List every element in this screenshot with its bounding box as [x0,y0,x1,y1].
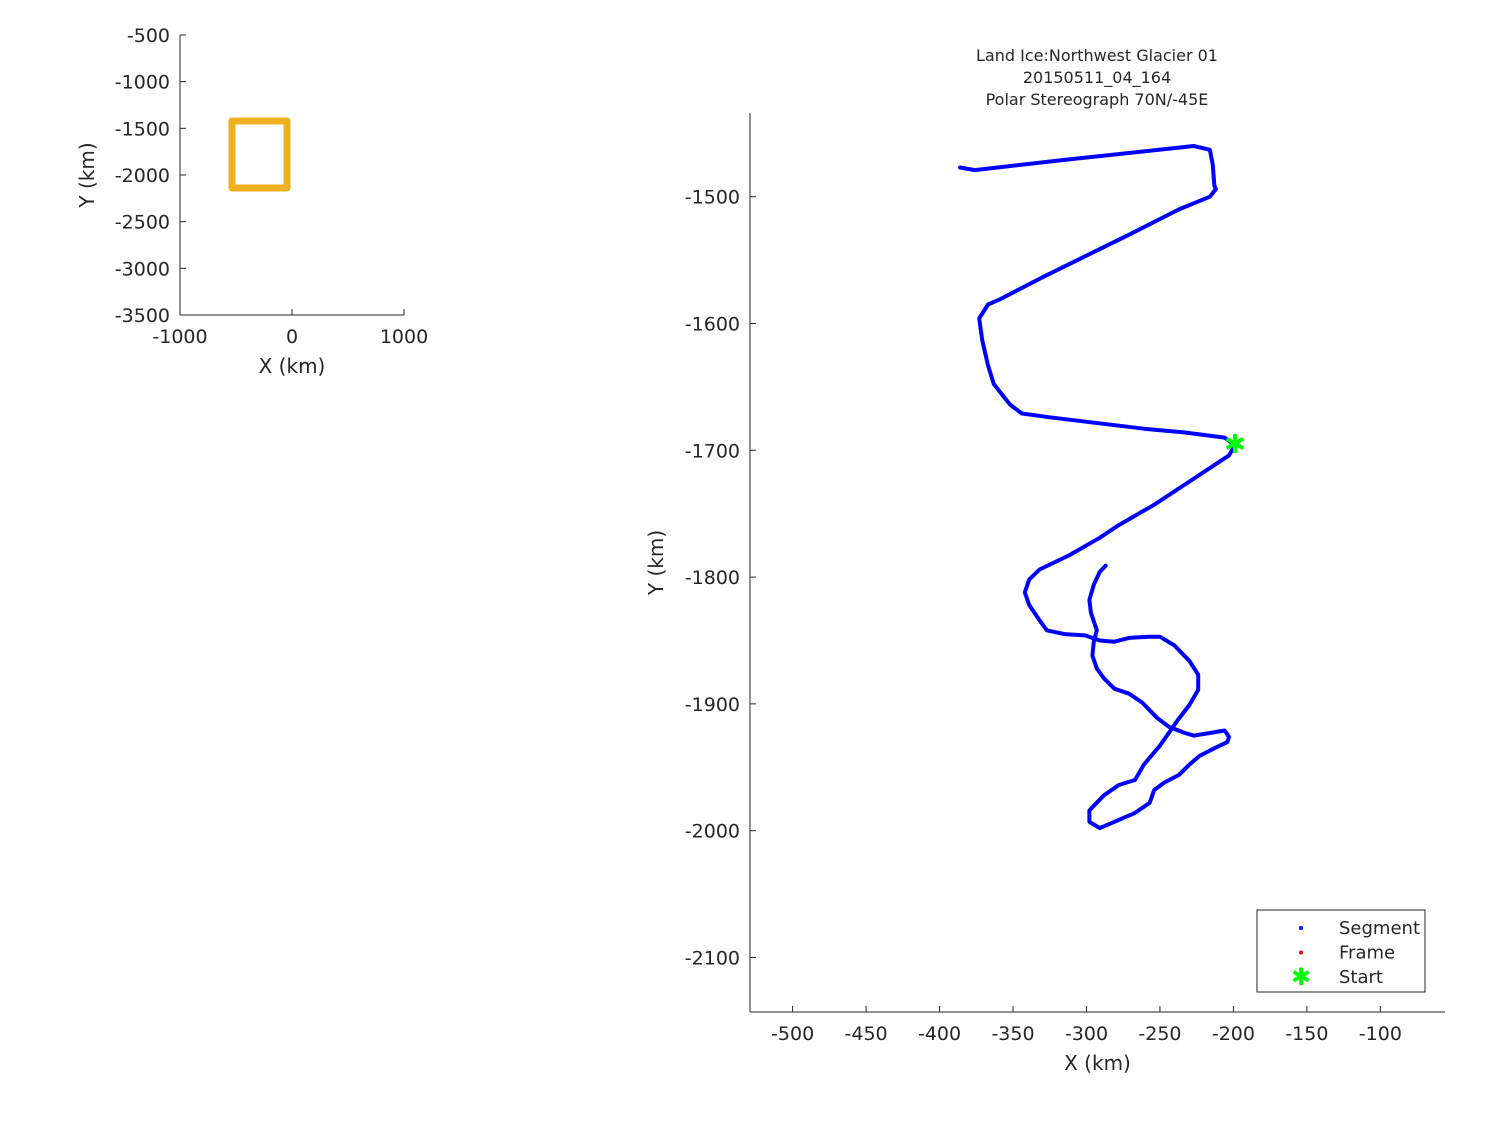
x-tick-label: -200 [1212,1023,1255,1045]
segment-track-line [958,144,1237,831]
y-tick-label: -500 [127,25,170,47]
y-tick-label: -2100 [685,947,740,969]
legend-marker-segment [1299,926,1303,930]
y-tick-label: -1700 [685,440,740,462]
x-tick-label: -150 [1285,1023,1328,1045]
bounding-box-line [228,117,291,192]
y-tick-label: -2000 [685,821,740,843]
x-tick-label: 0 [286,326,298,348]
x-tick-label: -450 [845,1023,888,1045]
legend-label: Frame [1339,943,1395,964]
legend-label: Segment [1339,918,1420,939]
x-tick-label: -400 [918,1023,961,1045]
y-tick-label: -2500 [115,212,170,234]
y-tick-label: -1500 [115,118,170,140]
chart-title-line: 20150511_04_164 [1023,68,1171,88]
legend-label: Start [1339,967,1383,988]
axes-1: -1000 0 1000 -500 -1000 -1500 -2000 -2500 -3000 -… [75,25,428,378]
legend-box [1256,909,1426,993]
x-tick-label: -500 [771,1023,814,1045]
x-tick-label: -250 [1138,1023,1181,1045]
x-tick-label: -350 [991,1023,1034,1045]
y-tick-label: -3000 [115,258,170,280]
axes-2: -500 -450 -400 -350 -300 -250 -200 -150 -100 -150… [644,46,1445,1075]
x-tick-label: -100 [1359,1023,1402,1045]
y-tick-label: -1900 [685,694,740,716]
x-axis-label: X (km) [259,354,326,378]
x-tick-label: -1000 [152,326,207,348]
y-tick-label: -1500 [685,187,740,209]
legend-marker-frame [1299,950,1303,955]
y-axis-label: Y (km) [75,142,99,208]
y-axis-label: Y (km) [644,530,668,596]
chart-title-line: Land Ice:Northwest Glacier 01 [976,46,1218,65]
y-tick-label: -1800 [685,567,740,589]
x-tick-label: 1000 [380,326,428,348]
legend: Segment Frame ✱ Start [1256,909,1426,993]
chart-title-line: Polar Stereograph 70N/-45E [986,90,1209,109]
y-tick-label: -3500 [115,305,170,327]
y-tick-label: -1600 [685,313,740,335]
x-tick-label: -300 [1065,1023,1108,1045]
legend-marker-start: ✱ [1291,963,1311,991]
start-marker: ✱ [1224,430,1246,460]
y-tick-label: -2000 [115,165,170,187]
y-tick-label: -1000 [115,72,170,94]
x-axis-label: X (km) [1064,1051,1131,1075]
